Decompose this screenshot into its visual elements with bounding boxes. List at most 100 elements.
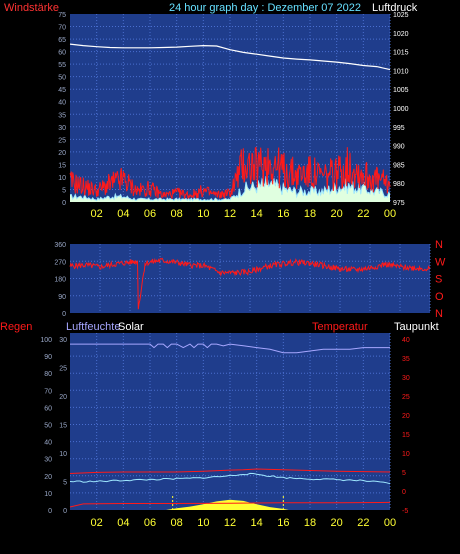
x-tick-label: 20 (331, 517, 343, 529)
compass-label: N (435, 239, 443, 251)
y-tick-label-left2: 15 (59, 423, 67, 430)
x-tick-label: 12 (224, 517, 236, 529)
y-tick-label-right: 20 (402, 413, 410, 420)
y-tick-label-left: 70 (44, 388, 52, 395)
pressure-axis-title: Luftdruck (372, 2, 418, 14)
compass-label: N (435, 308, 443, 320)
y-tick-label-left: 60 (58, 50, 66, 57)
compass-label: S (435, 274, 442, 286)
x-tick-label: 00 (384, 208, 396, 220)
y-tick-label-left: 25 (58, 137, 66, 144)
y-tick-label-left: 20 (44, 474, 52, 481)
y-tick-label-left: 40 (58, 100, 66, 107)
y-tick-label-right: 1025 (393, 12, 409, 19)
y-tick-label-left: 0 (48, 508, 52, 515)
x-tick-label: 04 (117, 517, 129, 529)
y-tick-label-left: 0 (62, 311, 66, 318)
y-tick-label-left: 10 (58, 175, 66, 182)
y-tick-label-right: 40 (402, 337, 410, 344)
y-tick-label-left: 30 (58, 125, 66, 132)
series-rain-line (69, 501, 391, 508)
series-label: Regen (0, 321, 32, 333)
y-tick-label-left: 10 (44, 491, 52, 498)
x-tick-label: 14 (251, 517, 263, 529)
y-tick-label-left: 45 (58, 87, 66, 94)
series-solar-area (166, 499, 289, 510)
series-label: Temperatur (312, 321, 368, 333)
compass-label: O (435, 291, 444, 303)
x-tick-label: 20 (331, 208, 343, 220)
x-tick-label: 12 (224, 208, 236, 220)
y-tick-label-left: 40 (44, 440, 52, 447)
x-tick-label: 14 (251, 208, 263, 220)
series-gust-line (69, 146, 391, 199)
y-tick-label-left: 50 (58, 75, 66, 82)
y-tick-label-left: 35 (58, 112, 66, 119)
series-pressure-line (69, 43, 391, 71)
y-tick-label-left: 180 (54, 277, 66, 284)
y-tick-label-right: 5 (402, 470, 406, 477)
y-tick-label-right: 35 (402, 356, 410, 363)
x-tick-label: 10 (197, 208, 209, 220)
y-tick-label-left: 60 (44, 405, 52, 412)
y-tick-label-left: 65 (58, 37, 66, 44)
y-tick-label-right: 980 (393, 181, 405, 188)
y-tick-label-right: 1020 (393, 31, 409, 38)
y-tick-label-right: 985 (393, 162, 405, 169)
y-tick-label-left: 80 (44, 371, 52, 378)
y-tick-label-right: 990 (393, 144, 405, 151)
x-tick-label: 18 (304, 208, 316, 220)
y-tick-label-left2: 10 (59, 451, 67, 458)
y-tick-label-right: 975 (393, 200, 405, 207)
x-tick-label: 16 (277, 517, 289, 529)
y-tick-label-left: 75 (58, 12, 66, 19)
y-tick-label-right: 1000 (393, 106, 409, 113)
y-tick-label-right: 1010 (393, 68, 409, 75)
x-tick-label: 02 (91, 517, 103, 529)
y-tick-label-left2: 25 (59, 366, 67, 373)
y-tick-label-left: 50 (44, 423, 52, 430)
y-tick-label-left2: 20 (59, 394, 67, 401)
y-tick-label-left: 30 (44, 457, 52, 464)
y-tick-label-left: 270 (54, 259, 66, 266)
y-tick-label-right: 30 (402, 375, 410, 382)
x-tick-label: 06 (144, 208, 156, 220)
y-tick-label-right: 1015 (393, 50, 409, 57)
wind-pressure-panel: 0510152025303540455055606570759759809859… (58, 12, 408, 220)
y-tick-label-left: 15 (58, 162, 66, 169)
page-title: 24 hour graph day : Dezember 07 2022 (169, 2, 361, 14)
x-tick-label: 02 (91, 208, 103, 220)
y-tick-label-left: 90 (58, 294, 66, 301)
y-tick-label-left2: 30 (59, 337, 67, 344)
y-tick-label-left: 360 (54, 242, 66, 249)
wind-axis-title: Windstärke (4, 2, 59, 14)
series-label: Solar (118, 321, 144, 333)
x-tick-label: 18 (304, 517, 316, 529)
series-label: Luftfeuchte (66, 321, 120, 333)
y-tick-label-left: 5 (62, 187, 66, 194)
series-humidity-line (70, 343, 390, 354)
y-tick-label-left: 100 (40, 337, 52, 344)
y-tick-label-right: 995 (393, 125, 405, 132)
x-tick-label: 10 (197, 517, 209, 529)
x-tick-label: 08 (171, 208, 183, 220)
y-tick-label-right: -5 (402, 508, 408, 515)
series-label: Taupunkt (394, 321, 439, 333)
series-temperature-line (69, 468, 391, 474)
y-tick-label-right: 25 (402, 394, 410, 401)
series-dewpoint-line (69, 472, 391, 485)
y-tick-label-left: 0 (62, 200, 66, 207)
x-tick-label: 08 (171, 517, 183, 529)
x-tick-label: 22 (357, 208, 369, 220)
y-tick-label-left: 90 (44, 354, 52, 361)
series-wind-area (70, 178, 390, 202)
x-tick-label: 16 (277, 208, 289, 220)
y-tick-label-left2: 0 (63, 508, 67, 515)
y-tick-label-right: 10 (402, 451, 410, 458)
x-tick-label: 00 (384, 517, 396, 529)
y-tick-label-right: 1005 (393, 87, 409, 94)
x-tick-label: 04 (117, 208, 129, 220)
